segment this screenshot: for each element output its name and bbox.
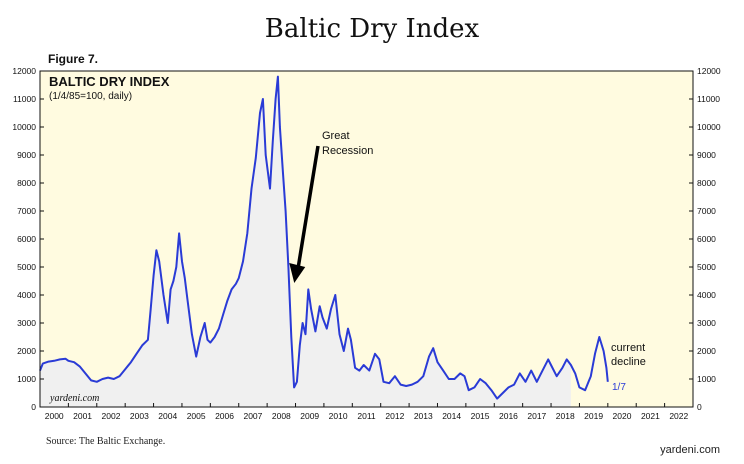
plot-frame bbox=[39, 70, 694, 408]
y-tick-label-right: 1000 bbox=[697, 374, 716, 384]
source-note: Source: The Baltic Exchange. bbox=[46, 436, 166, 447]
area-layer bbox=[40, 76, 571, 407]
y-tick-label-left: 8000 bbox=[17, 178, 36, 188]
y-tick-label-left: 10000 bbox=[12, 122, 36, 132]
x-tick-label: 2007 bbox=[243, 411, 262, 421]
x-tick-label: 2014 bbox=[442, 411, 461, 421]
y-tick-label-left: 3000 bbox=[17, 318, 36, 328]
y-tick-label-left: 0 bbox=[31, 402, 36, 412]
y-tick-label-left: 11000 bbox=[13, 94, 36, 104]
x-tick-label: 2021 bbox=[641, 411, 660, 421]
y-tick-label-left: 2000 bbox=[17, 346, 36, 356]
figure-label: Figure 7. bbox=[48, 52, 99, 66]
brand-footer: yardeni.com bbox=[660, 444, 720, 456]
x-tick-label: 2004 bbox=[158, 411, 177, 421]
shaded-area bbox=[40, 76, 571, 407]
x-tick-label: 2017 bbox=[527, 411, 546, 421]
y-tick-label-right: 5000 bbox=[697, 262, 716, 272]
x-tick-label: 2003 bbox=[130, 411, 149, 421]
annotation-current-line2: decline bbox=[611, 356, 646, 368]
series-layer bbox=[39, 75, 609, 400]
y-tick-label-left: 7000 bbox=[17, 206, 36, 216]
y-tick-label-right: 7000 bbox=[697, 206, 716, 216]
x-tick-label: 2008 bbox=[272, 411, 291, 421]
y-tick-label-left: 9000 bbox=[17, 150, 36, 160]
annotations: Great Recession current decline 1/7 bbox=[289, 130, 646, 393]
y-tick-label-right: 12000 bbox=[697, 66, 721, 76]
y-tick-label-left: 5000 bbox=[17, 262, 36, 272]
x-tick-label: 2005 bbox=[187, 411, 206, 421]
x-tick-label: 2015 bbox=[471, 411, 490, 421]
x-tick-label: 2009 bbox=[300, 411, 319, 421]
x-tick-label: 2010 bbox=[329, 411, 348, 421]
y-tick-label-right: 8000 bbox=[697, 178, 716, 188]
x-tick-label: 2006 bbox=[215, 411, 234, 421]
annotation-current-line1: current bbox=[611, 342, 645, 354]
y-tick-label-right: 2000 bbox=[697, 346, 716, 356]
x-tick-label: 2019 bbox=[584, 411, 603, 421]
y-tick-label-left: 1000 bbox=[17, 374, 36, 384]
axis-ticks: 0 0 1000 1000 2000 2000 3000 3000 4000 4000 5000 50… bbox=[12, 66, 721, 421]
y-tick-label-right: 4000 bbox=[697, 290, 716, 300]
y-tick-label-left: 4000 bbox=[17, 290, 36, 300]
x-tick-label: 2022 bbox=[669, 411, 688, 421]
annotation-arrow-shaft bbox=[296, 145, 320, 268]
x-tick-label: 2016 bbox=[499, 411, 518, 421]
y-tick-label-right: 11000 bbox=[697, 94, 720, 104]
annotation-arrow-head bbox=[289, 263, 306, 283]
x-tick-label: 2018 bbox=[556, 411, 575, 421]
y-tick-label-left: 6000 bbox=[17, 234, 36, 244]
annotation-date: 1/7 bbox=[612, 382, 626, 393]
page-title: Baltic Dry Index bbox=[264, 14, 480, 44]
x-tick-label: 2001 bbox=[73, 411, 92, 421]
x-tick-label: 2020 bbox=[613, 411, 632, 421]
x-tick-label: 2013 bbox=[414, 411, 433, 421]
annotation-great-recession-line1: Great bbox=[322, 130, 350, 142]
x-tick-label: 2012 bbox=[385, 411, 404, 421]
x-tick-label: 2000 bbox=[45, 411, 64, 421]
annotation-great-recession-line2: Recession bbox=[322, 145, 373, 157]
x-tick-label: 2011 bbox=[357, 411, 376, 421]
series-line bbox=[39, 75, 609, 400]
y-tick-label-right: 9000 bbox=[697, 150, 716, 160]
y-tick-label-right: 0 bbox=[697, 402, 702, 412]
y-tick-label-right: 3000 bbox=[697, 318, 716, 328]
y-tick-label-right: 6000 bbox=[697, 234, 716, 244]
y-tick-label-left: 12000 bbox=[12, 66, 36, 76]
chart-watermark: yardeni.com bbox=[49, 393, 99, 404]
chart-subtitle: (1/4/85=100, daily) bbox=[49, 91, 132, 102]
chart-title: BALTIC DRY INDEX bbox=[49, 74, 170, 89]
y-tick-label-right: 10000 bbox=[697, 122, 721, 132]
x-tick-label: 2002 bbox=[102, 411, 121, 421]
